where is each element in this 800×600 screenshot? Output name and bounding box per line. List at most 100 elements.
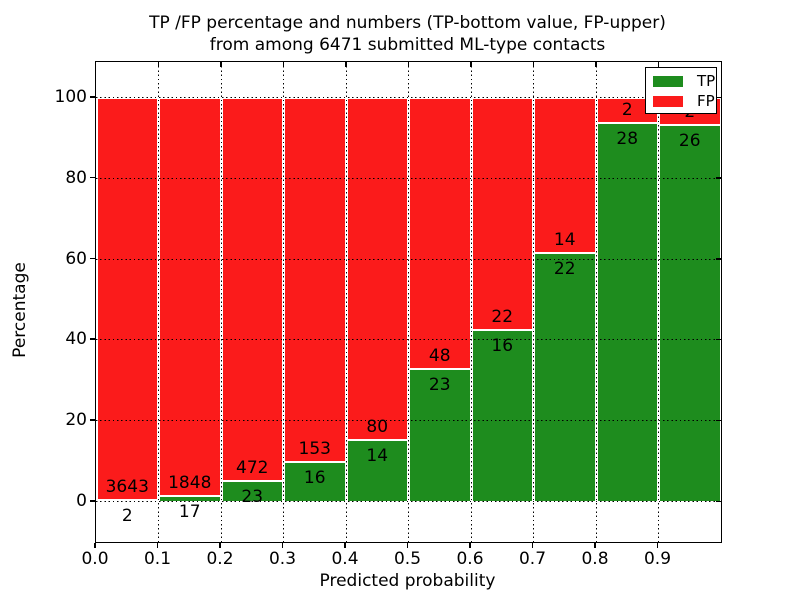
y-tick-right-inner [716,500,721,502]
x-gridline-0.9 [658,62,659,542]
y-tick-label: 0 [76,491,87,511]
y-tick-left [89,338,95,340]
bar-bin-0.1-0.2 [160,97,220,501]
bar-bin-0.2-0.3 [222,97,282,501]
x-tick-label: 0.3 [268,549,297,569]
fp-bar-segment [160,97,220,498]
fp-count-label: 80 [366,416,389,437]
legend-row-fp: FP [653,94,715,109]
y-axis-label: Percentage [10,262,30,358]
x-tick-top-inner [532,62,535,67]
chart-title-line2: from among 6471 submitted ML-type contac… [209,35,606,55]
y-tick-left [89,257,95,260]
legend-row-tp: TP [653,72,716,90]
fp-bar-segment [535,97,595,255]
x-tick-label: 0.9 [643,549,672,569]
y-tick-right-inner [716,338,721,341]
x-tick-top-inner [157,62,160,67]
bar-bin-0.8-0.9 [597,97,657,501]
x-tick-top-inner [407,62,410,67]
fp-count-label: 472 [236,458,269,479]
fp-bar-segment [97,97,157,501]
fp-count-label: 48 [428,346,451,367]
x-tick-label: 0.8 [581,549,609,569]
y-tick-label: 60 [65,248,87,269]
tp-bar-segment [660,125,720,501]
tp-bar-segment [597,123,657,501]
x-tick-top-inner [657,62,660,67]
tp-bar-segment [160,497,220,501]
x-tick-label: 0.1 [143,549,172,569]
plot-area: 3643 2 1848 17 472 23 153 16 80 14 48 23 22 16 14 22 2 28… [95,61,722,543]
tp-count-label: 17 [178,502,201,523]
bar-bin-0.4-0.5 [347,97,407,501]
x-gridline-0.6 [470,62,472,542]
tp-count-label: 14 [366,445,389,466]
tp-count-label: 2 [121,506,133,526]
y-tick-label: 80 [65,167,87,188]
tp-bar-segment [472,330,532,501]
x-tick-bottom [406,542,409,548]
y-tick-left [89,176,95,179]
x-tick-bottom [281,542,284,548]
x-tick-label: 0.4 [331,549,359,569]
x-gridline-0.3 [283,62,284,542]
y-tick-left [89,419,95,421]
tp-legend-swatch [653,75,683,87]
tp-bar-segment [285,462,345,501]
fp-bar-segment [222,97,282,483]
x-gridline-0.1 [158,62,159,542]
tp-count-label: 16 [491,335,514,356]
fp-bar-segment [472,97,532,331]
x-tick-label: 0.5 [393,549,422,569]
x-tick-label: 0.2 [206,549,234,569]
fp-count-label: 3643 [105,477,149,497]
tp-count-label: 26 [678,130,701,151]
tp-legend-label: TP [697,72,716,90]
tp-bar-segment [347,440,407,501]
fp-count-label: 22 [491,306,514,327]
y-tick-label: 40 [65,329,87,350]
fp-legend-swatch [653,95,683,107]
tp-count-label: 23 [428,375,451,396]
tp-count-label: 16 [303,467,326,488]
bar-bin-0.6-0.7 [472,97,532,501]
x-tick-top-inner [220,62,222,67]
x-tick-bottom [219,542,221,548]
x-tick-bottom [531,542,534,548]
tp-count-label: 23 [241,487,264,508]
x-gridline-0.7 [533,62,534,542]
x-tick-label: 0.6 [456,549,484,569]
bar-bin-0.0-0.1 [97,97,157,501]
fp-count-label: 2 [621,99,633,120]
tp-count-label: 28 [616,128,639,149]
x-tick-bottom [94,542,96,548]
x-tick-top-inner [345,62,347,67]
bar-bin-0.9-1.0 [660,97,720,501]
fp-bar-segment [285,97,345,463]
tp-bar-segment [222,482,282,501]
x-gridline-0.2 [220,62,222,542]
y-tick-label: 20 [65,410,87,431]
x-tick-label: 0.7 [518,549,547,569]
tp-bar-segment [535,254,595,501]
y-tick-left [89,500,95,502]
x-tick-top-inner [282,62,285,67]
tp-bar-segment [410,370,470,501]
x-gridline-0.4 [345,62,347,542]
y-tick-label: 100 [54,87,87,107]
x-tick-top-inner [470,62,472,67]
x-axis-label: Predicted probability [319,571,496,591]
fp-count-label: 153 [298,438,331,459]
x-tick-bottom [344,542,346,548]
tp-count-label: 22 [553,259,576,280]
fp-count-label: 14 [553,230,576,251]
chart-title: TP /FP percentage and numbers (TP-bottom… [95,12,720,56]
chart-title-line1: TP /FP percentage and numbers (TP-bottom… [149,13,666,33]
fp-bar-segment [410,97,470,371]
x-tick-label: 0.0 [81,549,109,569]
bar-bin-0.7-0.8 [535,97,595,501]
x-gridline-0.5 [408,62,409,542]
legend: TP FP [645,67,717,114]
